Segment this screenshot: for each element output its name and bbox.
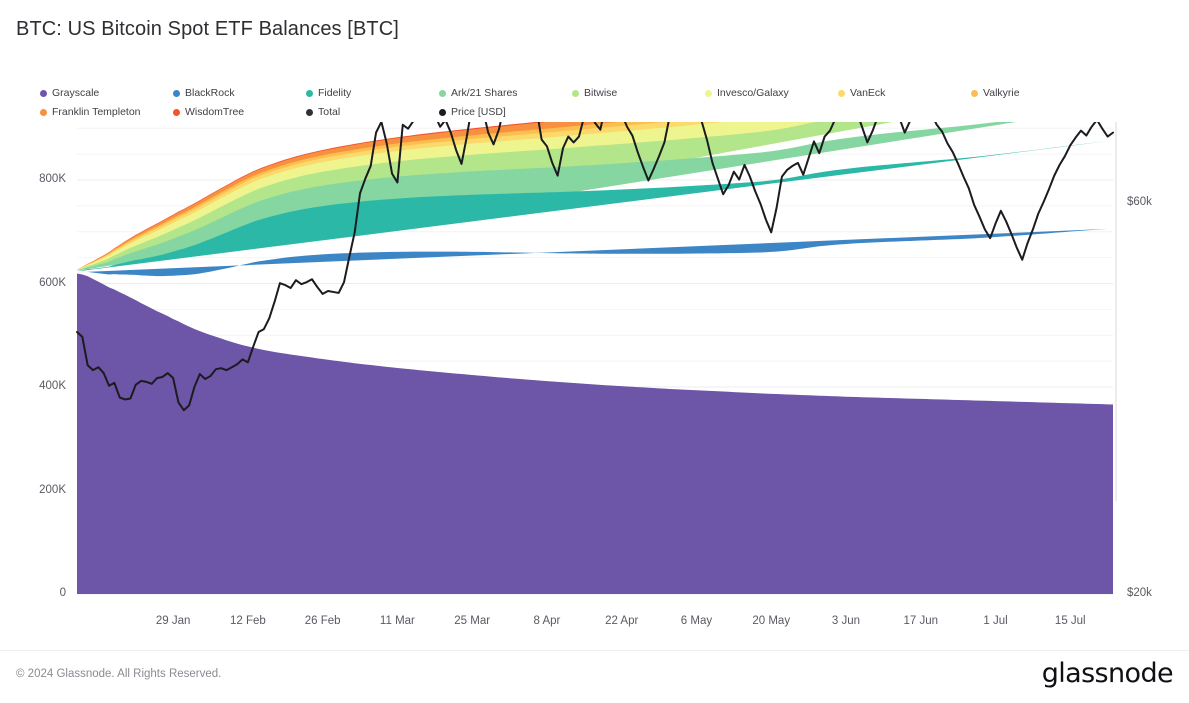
legend-label: Price [USD] [451,106,506,119]
chart-plot-area [0,122,1189,602]
y-axis-tick-label: 400K [39,380,66,392]
x-axis: 29 Jan 12 Feb 26 Feb 11 Mar 25 Mar 8 Apr 22 Ap… [0,615,1189,635]
chart-svg [76,122,1117,595]
x-axis-tick-label: 17 Jun [903,615,939,627]
legend-item-fidelity[interactable]: Fidelity [306,88,439,99]
area-grayscale [77,273,1113,594]
legend-color-dot [705,90,712,97]
page-title: BTC: US Bitcoin Spot ETF Balances [BTC] [16,18,399,40]
y2-axis-tick-label: $60k [1127,196,1152,208]
stacked-areas [77,122,1113,594]
legend-item-wisdomtree[interactable]: WisdomTree [173,107,306,118]
legend-item-valkyrie[interactable]: Valkyrie [971,88,1104,99]
y-axis-tick-label: 600K [39,276,66,289]
x-axis-tick-label: 22 Apr [605,615,639,627]
legend-label: BlackRock [185,87,235,100]
x-axis-tick-label: 29 Jan [155,615,191,627]
legend-label: Franklin Templeton [52,106,141,119]
y-axis-tick-label: 0 [59,587,66,599]
legend-color-dot [971,90,978,97]
y-axis-tick-label: 800K [39,173,66,185]
legend-item-invesco-galaxy[interactable]: Invesco/Galaxy [705,88,838,99]
legend-label: VanEck [850,87,886,100]
x-axis-tick-label: 25 Mar [454,615,491,627]
price-line [76,122,1114,412]
y2-axis-tick-label: $20k [1127,587,1152,599]
x-axis-tick-label: 3 Jun [831,615,861,627]
x-axis-tick-label: 26 Feb [304,615,341,627]
legend-item-grayscale[interactable]: Grayscale [40,88,173,99]
x-axis-tick-label: 15 Jul [1054,615,1086,627]
legend-color-dot [306,90,313,97]
legend-label: Bitwise [584,87,618,100]
legend-color-dot [40,90,47,97]
legend-color-dot [306,109,313,116]
legend-color-dot [838,90,845,97]
legend-item-total[interactable]: Total [306,107,439,118]
legend-label: Valkyrie [983,87,1020,100]
chart-legend: Grayscale BlackRock Fidelity Ark/21 Shares B… [40,84,1150,122]
x-axis-tick-label: 6 May [680,615,713,627]
legend-label: Grayscale [52,87,100,100]
legend-label: Invesco/Galaxy [717,87,789,100]
legend-color-dot [173,90,180,97]
x-axis-tick-label: 8 Apr [533,615,561,627]
x-axis-tick-label: 1 Jul [983,615,1008,627]
copyright-text: © 2024 Glassnode. All Rights Reserved. [16,668,222,680]
x-axis-tick-label: 12 Feb [229,615,266,627]
legend-color-dot [40,109,47,116]
legend-item-vaneck[interactable]: VanEck [838,88,971,99]
legend-item-ark-21-shares[interactable]: Ark/21 Shares [439,88,572,99]
y-axis-tick-label: 200K [39,483,66,496]
legend-color-dot [572,90,579,97]
legend-color-dot [173,109,180,116]
legend-item-franklin-templeton[interactable]: Franklin Templeton [40,107,173,118]
legend-color-dot [439,90,446,97]
x-axis-tick-label: 11 Mar [379,615,415,627]
brand-logo: glassnode [1041,658,1174,689]
legend-item-price-usd[interactable]: Price [USD] [439,107,572,118]
legend-item-blackrock[interactable]: BlackRock [173,88,306,99]
legend-label: Total [318,106,341,119]
area-blackrock [77,228,1108,277]
legend-label: Fidelity [318,87,352,100]
legend-label: WisdomTree [185,106,245,119]
legend-label: Ark/21 Shares [451,87,518,100]
legend-color-dot [439,109,446,116]
x-axis-tick-label: 20 May [752,615,791,627]
footer-divider [0,650,1189,651]
legend-item-bitwise[interactable]: Bitwise [572,88,705,99]
